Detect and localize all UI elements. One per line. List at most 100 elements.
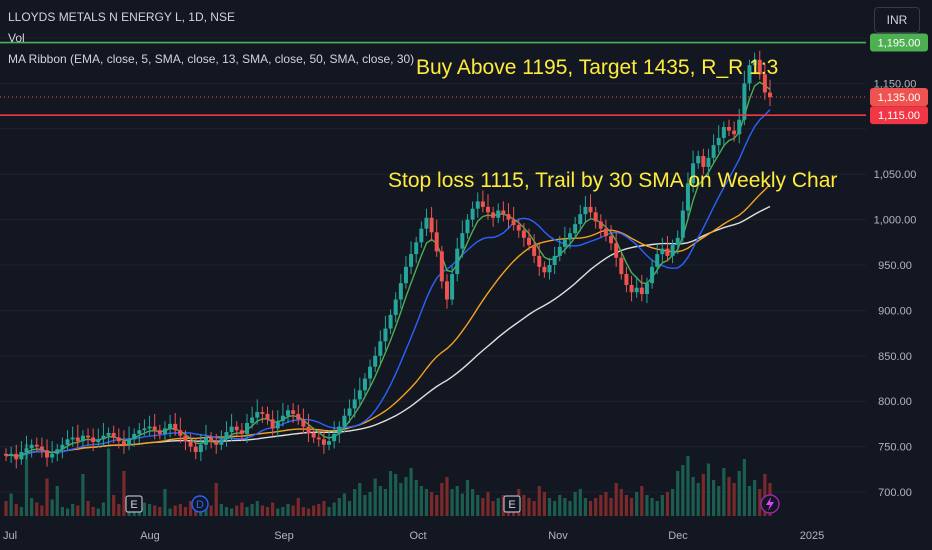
candle-body [732, 130, 737, 135]
candle-body [706, 157, 711, 167]
candle-body [193, 446, 198, 453]
volume-bar [727, 477, 731, 516]
volume-bar [209, 505, 213, 516]
volume-bar [158, 507, 162, 516]
candle-body [9, 453, 14, 456]
volume-bar [153, 505, 157, 516]
volume-bar [753, 480, 757, 516]
volume-bar [435, 495, 439, 516]
candle-body [229, 426, 234, 433]
volume-bar [317, 504, 321, 516]
candle-body [511, 219, 516, 226]
event-marker-label: D [196, 499, 204, 511]
candle-body [403, 266, 408, 284]
candle-body [685, 183, 690, 211]
time-tick-label: 2025 [800, 530, 824, 542]
volume-bar [286, 504, 290, 516]
volume-bar [342, 493, 347, 516]
candle-body [203, 437, 208, 445]
volume-bar [245, 507, 249, 516]
candle-body [557, 246, 562, 256]
candle-body [434, 232, 439, 252]
time-tick-label: Aug [140, 530, 160, 542]
candle-body [768, 92, 772, 98]
volume-bar [276, 508, 280, 516]
volume-bar [373, 478, 377, 516]
volume-bar [332, 502, 336, 516]
volume-bar [419, 486, 423, 516]
candle-body [29, 444, 34, 449]
candle-body [80, 435, 85, 442]
price-tick-label: 700.00 [878, 487, 912, 499]
candle-body [60, 444, 65, 450]
time-tick-label: Oct [409, 530, 426, 542]
last-price-label: 1,135.00 [878, 92, 921, 104]
stop-annotation: Stop loss 1115, Trail by 30 SMA on Weekl… [388, 169, 837, 192]
candle-body [737, 119, 742, 135]
volume-bar [696, 483, 700, 516]
time-tick-label: Dec [668, 530, 688, 542]
volume-bar [414, 480, 418, 516]
candle-body [116, 437, 121, 442]
volume-bar [763, 474, 767, 516]
candle-body [603, 228, 608, 236]
level-label-bg [870, 33, 928, 52]
volume-bar [9, 493, 13, 516]
volume-bar [681, 465, 685, 516]
candle-body [291, 410, 296, 414]
volume-bar [35, 502, 39, 516]
volume-bar [563, 498, 567, 516]
candle-body [152, 426, 157, 431]
volume-bar [532, 501, 536, 516]
candle-body [316, 437, 321, 440]
axes-labels: 700.00 750.00 800.00 850.00 900.00 950.00 1,00… [3, 78, 916, 542]
candle-body [121, 441, 126, 445]
candle-body [127, 439, 132, 445]
volume-bar [91, 507, 95, 516]
candle-body [383, 328, 388, 342]
candle-body [409, 254, 414, 267]
candle-body [357, 390, 362, 400]
candle-body [55, 449, 60, 454]
candle-body [388, 314, 393, 329]
candle-body [111, 432, 116, 438]
volume-bar [547, 498, 552, 516]
price-tick-label: 1,150.00 [874, 78, 917, 90]
candle-body [342, 415, 347, 427]
candle-body [178, 430, 183, 436]
candle-body [532, 245, 537, 256]
volume-bar [378, 486, 382, 516]
volume-bar [747, 486, 752, 516]
candle-body [209, 437, 214, 442]
candle-body [439, 251, 444, 282]
volume-bar [71, 504, 75, 516]
volume-bar [583, 498, 588, 516]
volume-bar [594, 498, 598, 516]
volume-bar [183, 507, 188, 516]
volume-bar [686, 456, 690, 516]
volume-bar [481, 498, 485, 516]
candle-body [742, 83, 747, 120]
volume-bar [399, 483, 403, 516]
candle-body [665, 248, 670, 256]
candle-body [65, 439, 70, 445]
candle-body [306, 426, 311, 433]
volume-bar [40, 505, 44, 516]
volume-bar [665, 492, 670, 516]
candle-body [639, 287, 644, 295]
volume-bar [501, 495, 505, 516]
volume-bar [465, 480, 470, 516]
candle-body [711, 145, 716, 158]
candle-body [460, 233, 465, 249]
volume-bar [363, 495, 367, 516]
volume-bar [194, 508, 198, 516]
volume-bar [624, 495, 629, 516]
candle-body [547, 265, 552, 273]
volume-bar [758, 489, 762, 516]
candle-body [721, 126, 726, 138]
candle-body [568, 233, 573, 240]
currency-button[interactable]: INR [874, 7, 920, 33]
volume-bar [655, 501, 659, 516]
candle-body [634, 287, 639, 293]
